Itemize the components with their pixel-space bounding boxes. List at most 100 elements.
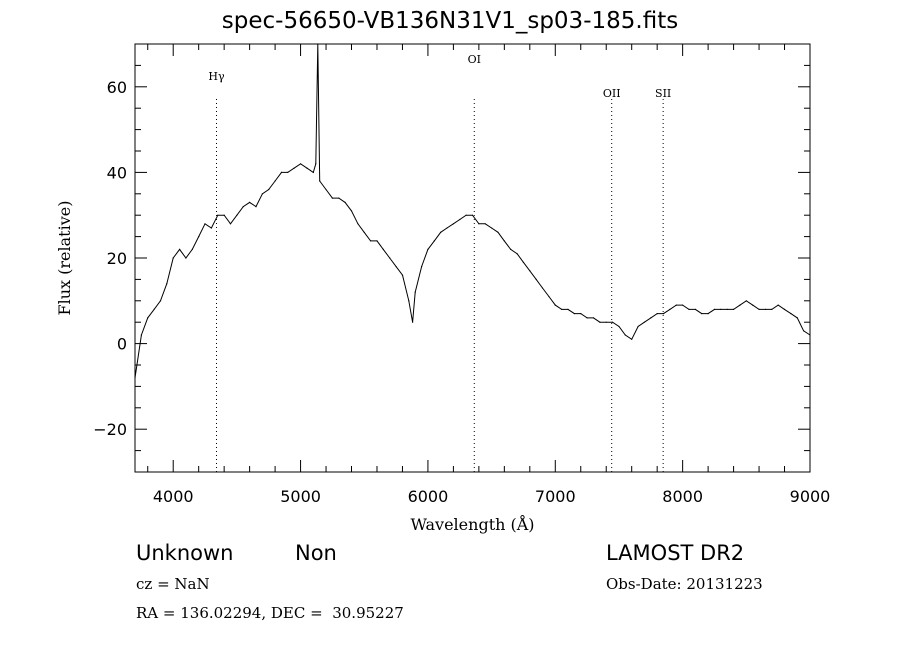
flux-data-point (726, 308, 728, 310)
flux-data-point (650, 317, 652, 319)
flux-data-point (408, 300, 410, 302)
x-tick-label: 4000 (153, 487, 194, 506)
flux-data-point (586, 317, 588, 319)
flux-data-point (758, 308, 760, 310)
flux-data-point (567, 308, 569, 310)
plot-frame (134, 43, 811, 473)
flux-data-point (612, 321, 614, 323)
flux-data-point (548, 295, 550, 298)
flux-data-point (790, 313, 792, 315)
flux-data-point (446, 227, 448, 229)
flux-data-point (561, 308, 563, 310)
y-tick-label: 60 (107, 78, 127, 97)
flux-data-point (771, 308, 773, 310)
flux-data-point (427, 248, 429, 250)
flux-data-point (720, 308, 722, 310)
flux-data-point (478, 223, 480, 225)
flux-data-point (599, 321, 601, 323)
flux-data-point (656, 313, 658, 315)
flux-data-point (147, 317, 149, 319)
flux-data-point (803, 330, 805, 332)
x-axis-label: Wavelength (Å) (410, 514, 534, 534)
flux-data-point (669, 308, 671, 310)
flux-data-point (242, 206, 244, 208)
flux-data-point (484, 223, 486, 225)
flux-data-point (516, 253, 518, 255)
x-tick-label: 6000 (408, 487, 449, 506)
flux-data-point (662, 313, 665, 315)
flux-data-point (210, 227, 212, 229)
flux-data-point (580, 313, 582, 315)
flux-data-point (694, 308, 697, 310)
flux-data-point (185, 257, 187, 259)
y-tick-label: −20 (93, 420, 127, 439)
flux-data-point (166, 283, 168, 285)
flux-data-point (713, 308, 716, 310)
flux-data-point (223, 214, 225, 216)
flux-data-point (287, 171, 289, 173)
flux-data-point (529, 270, 531, 272)
flux-data-point (338, 197, 340, 199)
flux-data-point (317, 43, 319, 45)
spectral-line-label: OII (603, 87, 621, 100)
flux-data-point (204, 223, 206, 225)
flux-series-line (134, 43, 811, 378)
flux-data-point (522, 261, 525, 263)
flux-data-point (389, 257, 391, 259)
flux-data-point (293, 167, 295, 169)
flux-data-point (605, 321, 607, 323)
survey-label: LAMOST DR2 (606, 541, 745, 565)
flux-data-point (331, 197, 333, 199)
flux-data-point (198, 236, 200, 238)
flux-data-point (573, 313, 576, 315)
flux-data-point (707, 313, 709, 315)
flux-data-point (179, 248, 181, 250)
flux-data-point (796, 317, 798, 319)
x-tick-label: 9000 (790, 487, 831, 506)
flux-data-point (688, 308, 690, 310)
flux-data-point (682, 304, 684, 306)
flux-data-point (274, 180, 276, 182)
flux-data-point (452, 223, 454, 225)
flux-data-point (319, 180, 321, 182)
flux-data-point (624, 334, 626, 336)
flux-data-point (503, 240, 505, 242)
flux-data-point (491, 227, 493, 229)
flux-data-point (643, 321, 646, 323)
flux-data-point (370, 240, 372, 242)
flux-data-point (159, 300, 162, 302)
x-tick-label: 8000 (662, 487, 703, 506)
y-tick-label: 20 (107, 249, 127, 268)
flux-data-point (401, 274, 404, 276)
flux-data-point (433, 240, 435, 242)
flux-data-point (510, 248, 512, 250)
flux-data-point (554, 304, 556, 306)
y-tick-label: 40 (107, 163, 127, 182)
flux-data-point (236, 214, 238, 216)
flux-data-point (249, 201, 251, 203)
cz-value: cz = NaN (136, 575, 210, 593)
flux-data-point (363, 231, 365, 233)
flux-data-point (229, 223, 232, 225)
flux-data-point (376, 240, 378, 242)
flux-data-point (255, 206, 257, 208)
flux-data-point (357, 223, 359, 225)
obs-date: Obs-Date: 20131223 (606, 575, 763, 593)
flux-data-point (733, 308, 735, 310)
spectral-line-label: SII (655, 87, 671, 100)
flux-data-point (471, 214, 474, 216)
flux-data-point (315, 163, 317, 165)
flux-data-point (631, 338, 633, 340)
y-axis-label: Flux (relative) (55, 201, 74, 316)
flux-data-point (739, 304, 741, 306)
object-subclass: Non (295, 541, 337, 565)
flux-data-point (395, 266, 397, 268)
flux-data-point (344, 201, 346, 203)
flux-data-point (153, 308, 155, 310)
chart-title: spec-56650-VB136N31V1_sp03-185.fits (221, 8, 679, 34)
flux-data-point (497, 231, 499, 233)
flux-data-point (414, 291, 416, 293)
flux-data-point (465, 214, 467, 216)
flux-data-point (459, 218, 461, 221)
x-tick-label: 7000 (535, 487, 576, 506)
